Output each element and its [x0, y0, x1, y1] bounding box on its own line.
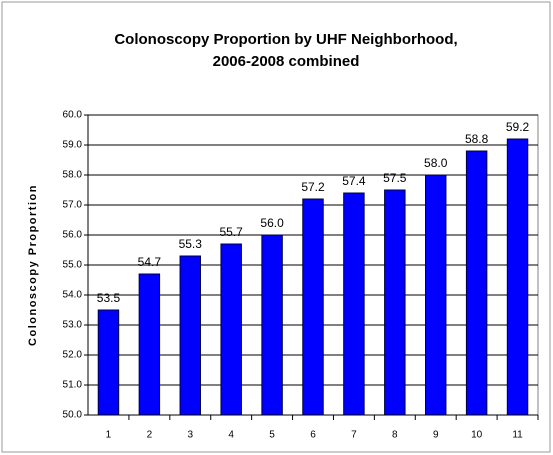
bar: [302, 198, 324, 416]
x-tick-label: 10: [471, 430, 483, 441]
data-label: 55.3: [179, 237, 203, 251]
y-tick-label: 54.0: [63, 290, 83, 301]
data-label: 58.8: [465, 132, 489, 146]
x-tick-label: 2: [147, 430, 153, 441]
y-tick-label: 50.0: [63, 410, 83, 421]
data-label: 57.5: [383, 171, 407, 185]
chart-title: 2006-2008 combined: [213, 53, 360, 70]
bar: [506, 138, 529, 416]
y-axis-label: Colonoscopy Proportion: [27, 184, 39, 346]
y-tick-label: 57.0: [63, 200, 83, 211]
data-label: 57.4: [342, 174, 366, 188]
bar: [425, 174, 447, 416]
bar: [384, 189, 406, 416]
y-tick-label: 60.0: [63, 110, 83, 121]
x-tick-label: 7: [351, 430, 357, 441]
x-tick-label: 9: [433, 430, 439, 441]
y-tick-label: 52.0: [63, 350, 83, 361]
bar: [97, 309, 120, 416]
y-tick-label: 53.0: [63, 320, 83, 331]
bar: [220, 243, 242, 416]
data-label: 56.0: [260, 216, 284, 230]
bar: [465, 150, 488, 416]
x-tick-label: 11: [512, 430, 523, 441]
data-label: 57.2: [301, 180, 325, 194]
x-tick-label: 5: [269, 430, 275, 441]
y-tick-label: 58.0: [63, 170, 83, 181]
bar: [343, 192, 365, 416]
y-tick-label: 59.0: [63, 140, 83, 151]
x-tick-label: 6: [310, 430, 316, 441]
x-tick-label: 4: [228, 430, 234, 441]
y-tick-label: 51.0: [63, 380, 83, 391]
bar: [179, 255, 202, 416]
data-label: 54.7: [138, 255, 162, 269]
data-label: 55.7: [220, 225, 244, 239]
x-tick-label: 1: [106, 430, 112, 441]
data-label: 53.5: [97, 291, 121, 305]
y-tick-label: 55.0: [63, 260, 83, 271]
x-tick-label: 3: [187, 430, 193, 441]
data-label: 58.0: [424, 156, 448, 170]
x-tick-label: 8: [392, 430, 398, 441]
y-tick-label: 56.0: [63, 230, 83, 241]
bar: [261, 234, 283, 416]
bar: [138, 273, 161, 416]
data-label: 59.2: [506, 120, 530, 134]
chart-title: Colonoscopy Proportion by UHF Neighborho…: [114, 31, 457, 48]
